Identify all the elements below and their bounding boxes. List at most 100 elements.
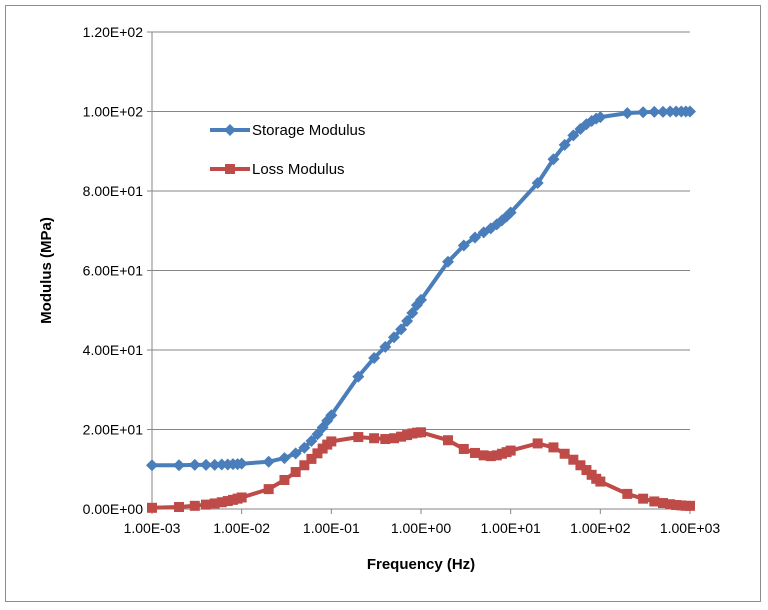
- loss-modulus-point: [312, 448, 323, 459]
- loss-modulus-point: [216, 497, 227, 508]
- x-tick-label: 1.00E+03: [660, 520, 721, 536]
- storage-modulus-point: [215, 458, 228, 471]
- loss-modulus-point: [299, 460, 310, 471]
- chart-frame: [5, 5, 761, 602]
- storage-modulus-point: [531, 177, 544, 190]
- storage-modulus-point: [278, 452, 291, 465]
- x-tick-label: 1.00E+02: [570, 520, 631, 536]
- storage-modulus-point: [415, 293, 427, 306]
- storage-modulus-point: [664, 105, 677, 118]
- storage-modulus-point: [657, 105, 670, 118]
- storage-modulus-point: [468, 231, 481, 244]
- y-tick-label: 0.00E+00: [83, 501, 144, 517]
- x-tick-label: 1.00E+00: [391, 520, 452, 536]
- loss-modulus-point: [658, 498, 669, 509]
- legend-swatch-marker: [225, 164, 235, 174]
- legend-swatch-marker: [224, 124, 236, 136]
- loss-modulus-point: [396, 431, 407, 442]
- storage-modulus-point: [684, 105, 696, 118]
- y-tick-label: 6.00E+01: [83, 263, 144, 279]
- storage-modulus-point: [574, 122, 587, 135]
- x-tick-label: 1.00E-01: [303, 520, 360, 536]
- storage-modulus-point: [457, 239, 470, 252]
- legend-item-storage-modulus: Storage Modulus: [210, 122, 365, 139]
- storage-modulus-point: [621, 107, 634, 120]
- loss-modulus-point: [279, 474, 290, 485]
- legend-label: Storage Modulus: [252, 122, 365, 139]
- y-axis-title: Modulus (MPa): [38, 217, 55, 324]
- storage-modulus-point: [504, 206, 517, 219]
- loss-modulus-point: [649, 496, 660, 507]
- loss-modulus-point: [548, 442, 559, 453]
- loss-modulus-point: [326, 436, 337, 447]
- loss-modulus-point: [189, 500, 200, 511]
- loss-modulus-point: [263, 484, 274, 495]
- storage-modulus-point: [199, 458, 212, 471]
- loss-modulus-series: [147, 427, 695, 513]
- legend-item-loss-modulus: Loss Modulus: [210, 161, 345, 178]
- y-tick-label: 1.20E+02: [83, 24, 144, 40]
- loss-modulus-point: [290, 467, 301, 478]
- storage-modulus-point: [289, 447, 302, 460]
- loss-modulus-point: [147, 502, 157, 513]
- loss-modulus-point: [442, 435, 453, 446]
- storage-modulus-point: [235, 457, 248, 470]
- loss-modulus-point: [559, 448, 570, 459]
- storage-modulus-point: [401, 314, 414, 327]
- storage-modulus-point: [352, 370, 365, 383]
- loss-modulus-point: [665, 499, 676, 510]
- loss-modulus-point: [581, 465, 592, 476]
- storage-modulus-point: [567, 129, 580, 142]
- loss-modulus-point: [671, 500, 682, 511]
- storage-modulus-point: [594, 111, 607, 124]
- storage-modulus-point: [208, 458, 221, 471]
- storage-modulus-point: [172, 459, 185, 472]
- loss-modulus-point: [236, 492, 247, 503]
- storage-modulus-point: [262, 455, 275, 468]
- storage-modulus-point: [146, 459, 158, 472]
- x-axis-title: Frequency (Hz): [367, 556, 475, 573]
- x-tick-label: 1.00E+01: [480, 520, 541, 536]
- loss-modulus-point: [491, 450, 502, 461]
- y-tick-label: 2.00E+01: [83, 422, 144, 438]
- loss-modulus-point: [595, 476, 606, 487]
- storage-modulus-point: [637, 106, 650, 119]
- loss-modulus-point: [353, 432, 364, 443]
- storage-modulus-point: [441, 255, 454, 268]
- loss-modulus-point: [622, 488, 633, 499]
- loss-modulus-point: [575, 460, 586, 471]
- storage-modulus-point: [368, 351, 381, 364]
- storage-modulus-point: [188, 458, 201, 471]
- x-tick-labels: 1.00E-03 1.00E-02 1.00E-01 1.00E+00 1.00E+01…: [124, 520, 721, 536]
- legend-label: Loss Modulus: [252, 161, 345, 178]
- loss-modulus-point: [389, 433, 400, 444]
- storage-modulus-point: [379, 340, 392, 353]
- storage-modulus-point: [558, 138, 571, 151]
- loss-modulus-point: [380, 434, 391, 445]
- loss-modulus-point: [306, 453, 317, 464]
- storage-modulus-point: [648, 105, 661, 118]
- loss-modulus-point: [222, 496, 233, 507]
- storage-modulus-point: [298, 441, 311, 454]
- legend: Storage Modulus Loss Modulus: [210, 122, 365, 178]
- y-tick-label: 8.00E+01: [83, 183, 144, 199]
- loss-modulus-point: [416, 427, 426, 438]
- loss-modulus-point: [469, 447, 480, 458]
- loss-modulus-point: [485, 451, 496, 462]
- storage-modulus-point: [305, 435, 318, 448]
- storage-modulus-point: [406, 307, 419, 320]
- series-layer: [146, 105, 696, 513]
- x-tick-label: 1.00E-02: [213, 520, 270, 536]
- loss-modulus-point: [478, 450, 489, 461]
- loss-modulus-point: [200, 499, 211, 510]
- storage-modulus-series: [146, 105, 696, 472]
- y-tick-labels: 0.00E+00 2.00E+01 4.00E+01 6.00E+01 8.00E+01…: [83, 24, 144, 517]
- storage-modulus-point: [388, 331, 401, 344]
- loss-modulus-point: [532, 438, 543, 449]
- loss-modulus-point: [173, 502, 184, 513]
- loss-modulus-point: [458, 443, 469, 454]
- gridlines: [152, 31, 690, 430]
- axes: [147, 31, 691, 514]
- loss-modulus-point: [209, 498, 220, 509]
